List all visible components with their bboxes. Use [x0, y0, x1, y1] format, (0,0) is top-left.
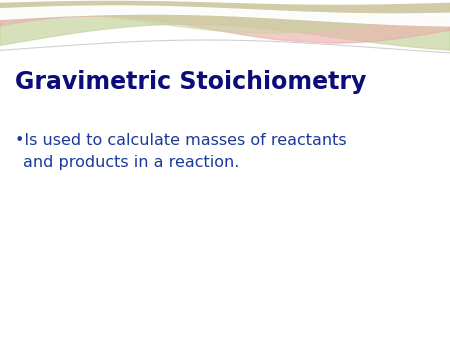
Text: •Is used to calculate masses of reactants: •Is used to calculate masses of reactant…: [15, 133, 346, 148]
Text: and products in a reaction.: and products in a reaction.: [23, 155, 239, 170]
Text: Gravimetric Stoichiometry: Gravimetric Stoichiometry: [15, 70, 366, 94]
